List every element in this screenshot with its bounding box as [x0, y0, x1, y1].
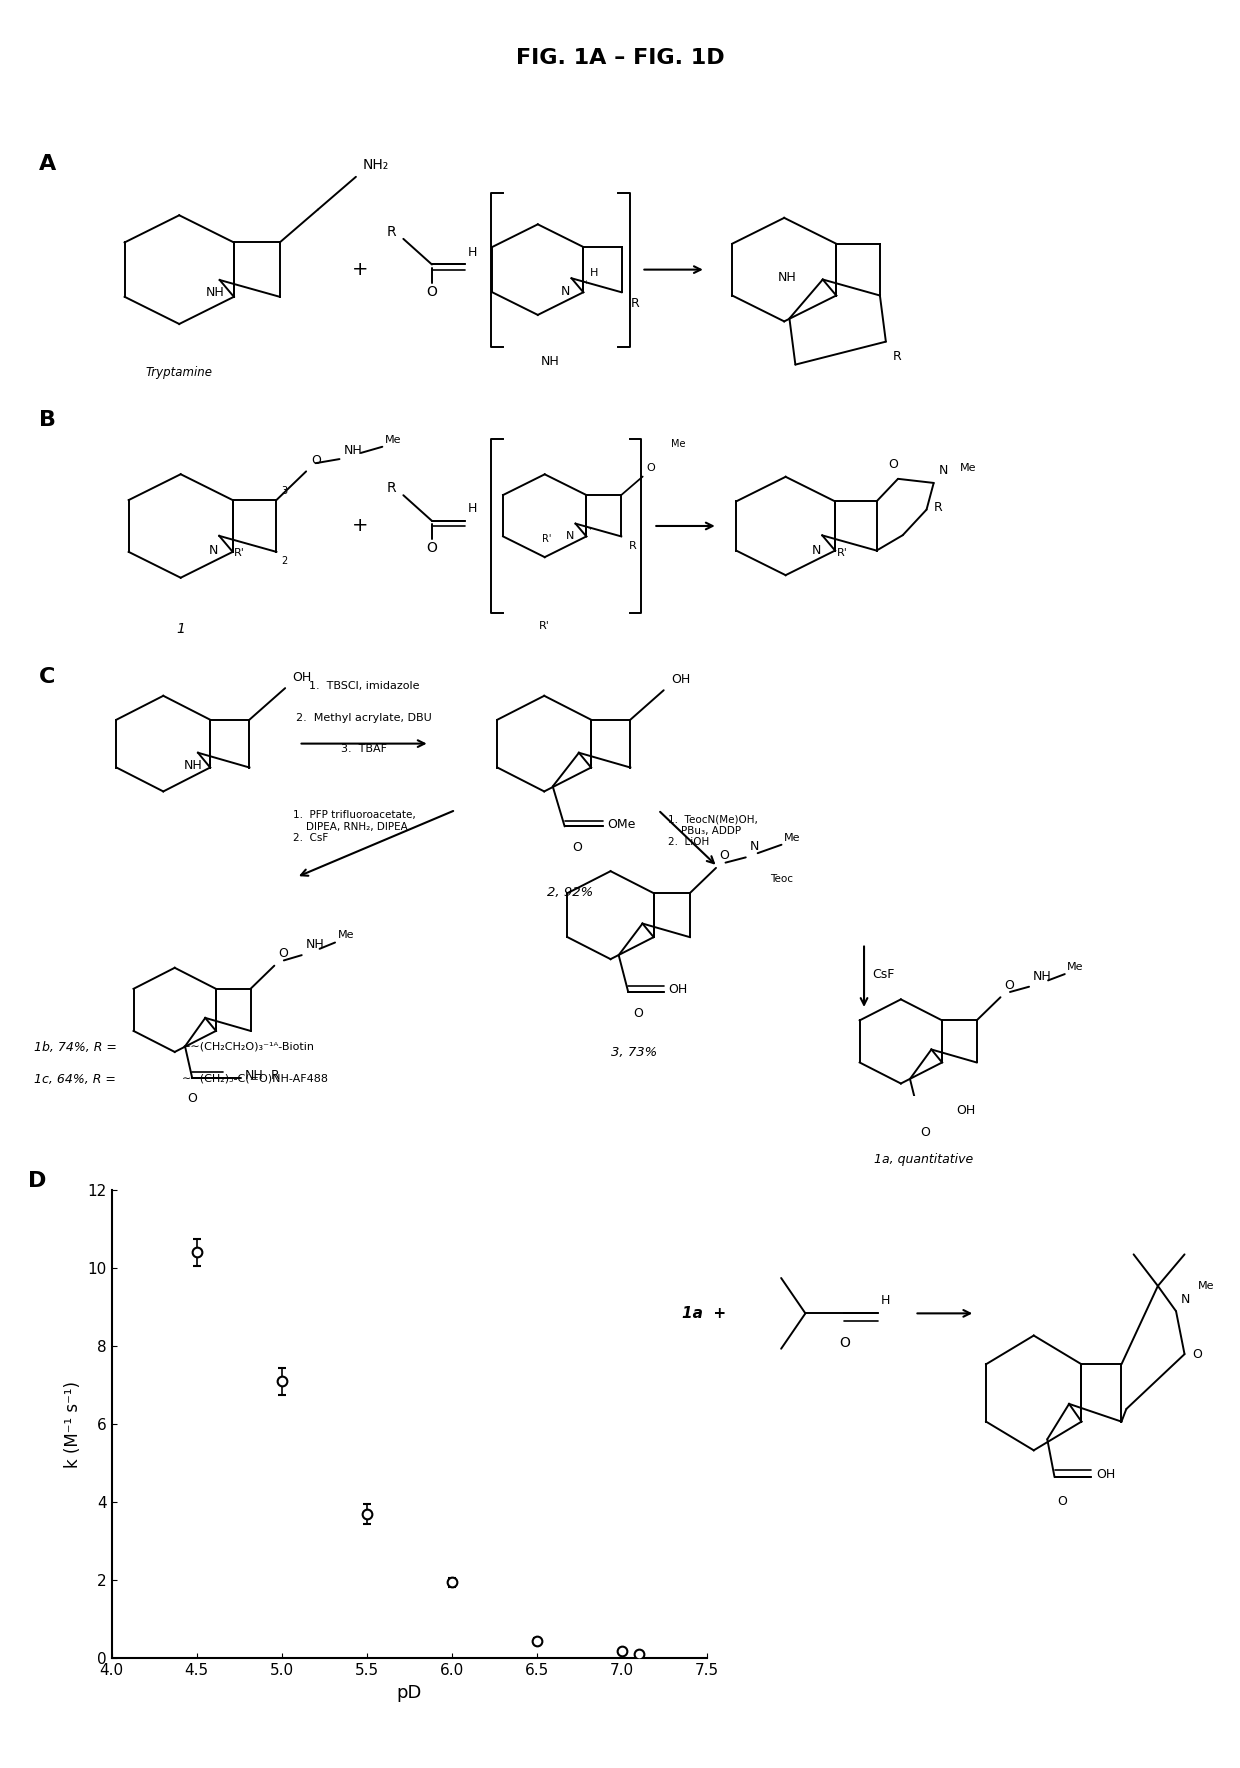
Text: O: O: [278, 948, 288, 960]
Text: H: H: [589, 269, 598, 278]
Text: NH: NH: [244, 1070, 263, 1082]
Y-axis label: k (M⁻¹ s⁻¹): k (M⁻¹ s⁻¹): [64, 1381, 82, 1467]
Text: O: O: [646, 463, 655, 474]
Text: Teoc: Teoc: [770, 873, 792, 884]
Text: B: B: [40, 410, 56, 430]
Text: H: H: [467, 502, 477, 514]
Text: NH: NH: [345, 444, 363, 458]
Text: OMe: OMe: [608, 819, 636, 831]
Text: O: O: [888, 458, 898, 470]
Text: R: R: [934, 500, 942, 514]
Text: H: H: [467, 246, 477, 258]
Text: N: N: [208, 545, 218, 557]
Text: ∼∼(CH₂CH₂O)₃⁻¹ᴬ-Biotin: ∼∼(CH₂CH₂O)₃⁻¹ᴬ-Biotin: [182, 1041, 315, 1052]
Text: 3, 73%: 3, 73%: [611, 1047, 657, 1059]
Text: O: O: [632, 1006, 642, 1020]
Text: ∼∼(CH₂)₅-C(=O)NH-AF488: ∼∼(CH₂)₅-C(=O)NH-AF488: [182, 1073, 329, 1084]
Text: Me: Me: [384, 435, 402, 446]
Text: N: N: [565, 530, 574, 541]
Text: O: O: [311, 454, 321, 467]
Text: Me: Me: [337, 930, 353, 941]
Text: R': R': [233, 548, 244, 559]
Text: H: H: [880, 1294, 890, 1307]
Text: 1.  TBSCl, imidazole: 1. TBSCl, imidazole: [309, 681, 419, 691]
Text: 3: 3: [281, 486, 288, 497]
X-axis label: pD: pD: [397, 1683, 422, 1703]
Text: Me: Me: [1198, 1282, 1214, 1291]
Text: R': R': [542, 534, 552, 545]
Text: R': R': [539, 621, 551, 631]
Text: 1b, 74%, R =: 1b, 74%, R =: [35, 1041, 122, 1054]
Text: C: C: [40, 667, 56, 686]
Text: OH: OH: [668, 983, 688, 997]
Text: 3.  TBAF: 3. TBAF: [341, 744, 387, 755]
Text: 1.  PFP trifluoroacetate,
    DIPEA, RNH₂, DIPEA
2.  CsF: 1. PFP trifluoroacetate, DIPEA, RNH₂, DI…: [293, 810, 415, 843]
Text: +: +: [352, 516, 368, 536]
Text: 1.  TeocN(Me)OH,
    PBu₃, ADDP
2.  LiOH: 1. TeocN(Me)OH, PBu₃, ADDP 2. LiOH: [667, 813, 758, 847]
Text: Me: Me: [784, 833, 800, 843]
Text: OH: OH: [956, 1103, 976, 1117]
Text: R: R: [387, 225, 397, 239]
Text: R: R: [629, 541, 636, 550]
Text: 1a  +: 1a +: [682, 1307, 725, 1321]
Text: 2.  Methyl acrylate, DBU: 2. Methyl acrylate, DBU: [296, 713, 432, 723]
Text: N: N: [560, 285, 570, 299]
Text: 1a, quantitative: 1a, quantitative: [874, 1153, 973, 1167]
Text: NH: NH: [541, 355, 559, 368]
Text: ⁺: ⁺: [588, 525, 591, 534]
Text: Me: Me: [960, 463, 976, 472]
Text: O: O: [1192, 1347, 1202, 1361]
Text: OH: OH: [293, 672, 311, 684]
Text: R: R: [893, 350, 901, 362]
Text: 1: 1: [176, 622, 185, 636]
Text: O: O: [920, 1126, 930, 1139]
Text: +: +: [352, 260, 368, 279]
Text: O: O: [427, 541, 438, 555]
Text: R: R: [270, 1070, 279, 1082]
Text: NH: NH: [777, 271, 796, 285]
Text: O: O: [838, 1337, 849, 1351]
Text: O: O: [1004, 979, 1014, 992]
Text: O: O: [1056, 1494, 1066, 1508]
Text: O: O: [427, 285, 438, 299]
Text: NH: NH: [305, 939, 324, 951]
Text: N: N: [749, 840, 759, 854]
Text: Me: Me: [1068, 962, 1084, 972]
Text: D: D: [29, 1170, 47, 1192]
Text: OH: OH: [671, 674, 691, 686]
Text: R': R': [837, 548, 847, 557]
Text: N: N: [939, 463, 947, 477]
Text: O: O: [719, 849, 729, 861]
Text: FIG. 1A – FIG. 1D: FIG. 1A – FIG. 1D: [516, 48, 724, 67]
Text: Tryptamine: Tryptamine: [146, 366, 213, 380]
Text: A: A: [40, 154, 56, 173]
Text: 2: 2: [281, 555, 288, 566]
Text: 2, 92%: 2, 92%: [547, 886, 593, 900]
Text: R: R: [631, 297, 640, 311]
Text: R: R: [387, 481, 397, 495]
Text: NH₂: NH₂: [363, 157, 389, 171]
Text: NH: NH: [1033, 969, 1052, 983]
Text: CsF: CsF: [873, 967, 895, 981]
Text: NH: NH: [184, 758, 202, 773]
Text: O: O: [187, 1091, 197, 1105]
Text: O: O: [572, 842, 582, 854]
Text: OH: OH: [1096, 1467, 1115, 1482]
Text: 1c, 64%, R =: 1c, 64%, R =: [35, 1073, 120, 1086]
Text: N: N: [1180, 1292, 1190, 1307]
Text: Me: Me: [671, 438, 686, 449]
Text: NH: NH: [206, 286, 224, 299]
Text: N: N: [812, 543, 821, 557]
Text: ⁺: ⁺: [584, 281, 589, 290]
